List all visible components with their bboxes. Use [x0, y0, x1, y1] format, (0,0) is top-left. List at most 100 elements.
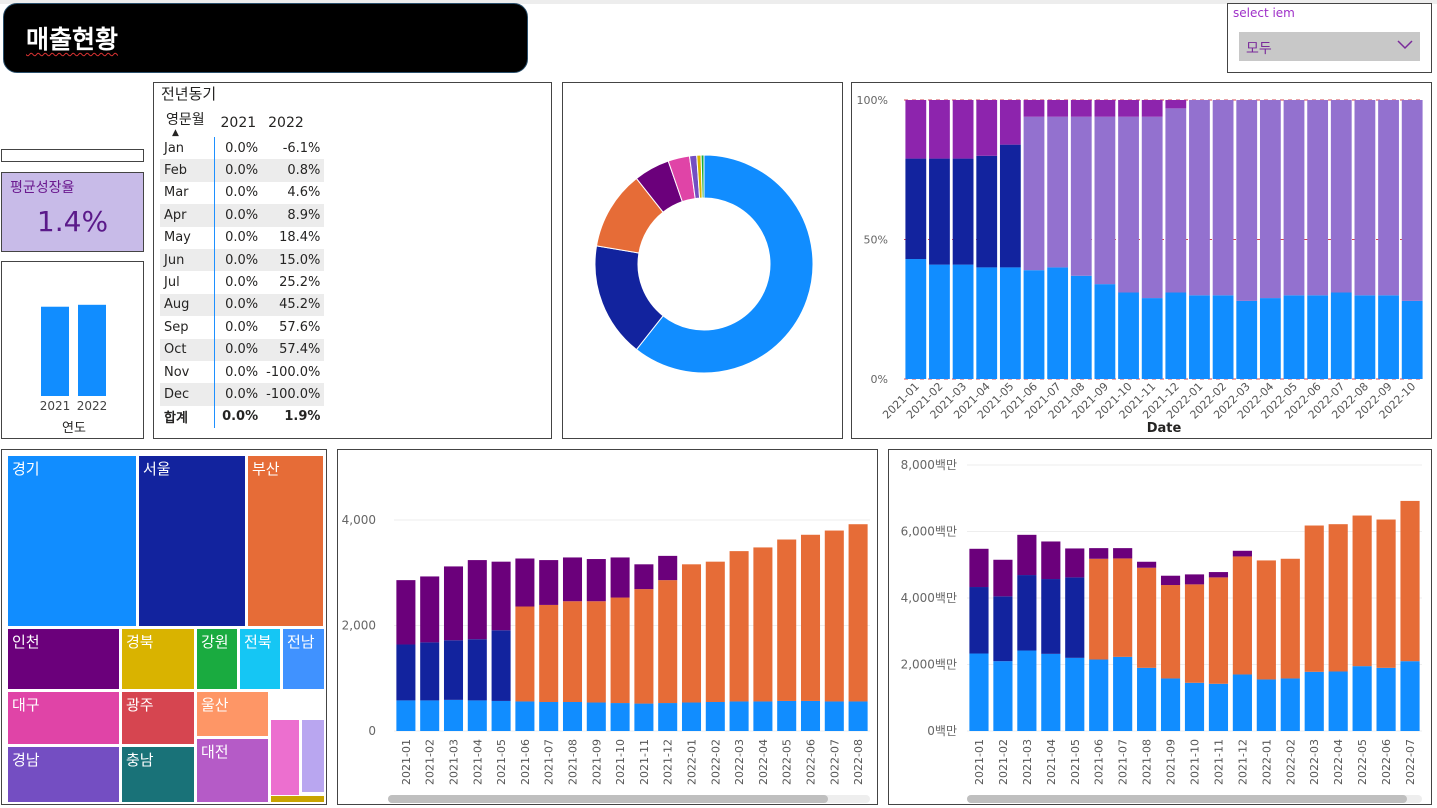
- treemap-cell[interactable]: 경북: [121, 628, 195, 690]
- stacked-bar-segment[interactable]: [1089, 659, 1109, 731]
- stacked-bar-segment[interactable]: [634, 589, 654, 704]
- treemap-cell[interactable]: [270, 719, 300, 803]
- percent-bar-segment[interactable]: [1212, 100, 1234, 296]
- percent-bar-segment[interactable]: [1023, 100, 1045, 117]
- percent-bar-segment[interactable]: [1094, 100, 1116, 117]
- percent-bar-segment[interactable]: [1141, 116, 1163, 299]
- treemap-cell[interactable]: 강원: [196, 628, 238, 690]
- stacked-bar-segment[interactable]: [1256, 679, 1276, 731]
- stacked-bar-segment[interactable]: [969, 587, 989, 654]
- table-row[interactable]: Apr 0.0% 8.9%: [160, 204, 325, 227]
- stacked-bar-segment[interactable]: [800, 700, 821, 731]
- stacked-bar-segment[interactable]: [729, 551, 749, 702]
- stacked-bar-segment[interactable]: [491, 700, 511, 731]
- stacked-bar-segment[interactable]: [586, 601, 606, 703]
- stacked-bar-segment[interactable]: [1352, 666, 1372, 731]
- horizontal-scrollbar-thumb-2[interactable]: [967, 795, 1407, 803]
- percent-bar-segment[interactable]: [1023, 270, 1045, 379]
- stacked-bar-segment[interactable]: [491, 630, 511, 701]
- stacked-bar-segment[interactable]: [1352, 515, 1372, 667]
- percent-bar-segment[interactable]: [1165, 100, 1187, 109]
- stacked-bar-segment[interactable]: [562, 557, 583, 602]
- stacked-bar-segment[interactable]: [610, 597, 630, 704]
- stacked-bar-segment[interactable]: [1113, 548, 1133, 559]
- stacked-bar-segment[interactable]: [562, 601, 583, 702]
- stacked-bar-segment[interactable]: [1376, 667, 1396, 731]
- year-bar[interactable]: [78, 304, 106, 396]
- stacked-bar-segment[interactable]: [1041, 579, 1061, 654]
- percent-bar-segment[interactable]: [1401, 300, 1423, 379]
- stacked-bar-segment[interactable]: [634, 703, 654, 731]
- stacked-bar-segment[interactable]: [515, 606, 535, 702]
- stacked-bar-segment[interactable]: [1160, 575, 1181, 586]
- stacked-bar-segment[interactable]: [420, 642, 440, 701]
- percent-bar-segment[interactable]: [1141, 298, 1163, 379]
- stacked-bar-segment[interactable]: [969, 653, 989, 731]
- percent-bar-segment[interactable]: [952, 264, 974, 379]
- percent-bar-segment[interactable]: [976, 155, 998, 268]
- stacked-bar-segment[interactable]: [443, 640, 464, 700]
- table-row[interactable]: Jul 0.0% 25.2%: [160, 271, 324, 294]
- percent-bar-segment[interactable]: [952, 100, 974, 159]
- stacked-bar-segment[interactable]: [848, 524, 868, 702]
- stacked-bar-segment[interactable]: [1160, 585, 1181, 679]
- percent-bar-segment[interactable]: [999, 267, 1021, 379]
- percent-bar-segment[interactable]: [1378, 295, 1399, 379]
- stacked-bar-segment[interactable]: [681, 702, 702, 731]
- horizontal-scrollbar-thumb[interactable]: [388, 795, 828, 803]
- stacked-bar-segment[interactable]: [1184, 682, 1205, 731]
- stacked-bar-segment[interactable]: [396, 580, 416, 645]
- treemap-cell[interactable]: 서울: [138, 455, 246, 627]
- stacked-bar-segment[interactable]: [1160, 678, 1181, 731]
- stacked-bar-segment[interactable]: [1280, 558, 1300, 679]
- stacked-bar-segment[interactable]: [1280, 678, 1300, 731]
- stacked-bar-segment[interactable]: [658, 555, 678, 581]
- percent-bar-segment[interactable]: [1307, 295, 1329, 379]
- stacked-bar-segment[interactable]: [824, 701, 844, 731]
- percent-bar-segment[interactable]: [999, 100, 1021, 145]
- stacked-bar-segment[interactable]: [634, 564, 654, 590]
- stacked-bar-segment[interactable]: [443, 566, 464, 641]
- percent-bar-segment[interactable]: [1094, 116, 1116, 285]
- percent-bar-segment[interactable]: [1118, 116, 1139, 293]
- percent-bar-segment[interactable]: [929, 100, 950, 159]
- percent-bar-segment[interactable]: [1330, 292, 1352, 379]
- percent-bar-segment[interactable]: [1283, 100, 1305, 296]
- stacked-bar-segment[interactable]: [1208, 683, 1229, 731]
- stacked-bar-segment[interactable]: [848, 701, 868, 731]
- treemap-cell[interactable]: 전북: [239, 628, 281, 690]
- treemap-cell[interactable]: [270, 795, 325, 803]
- percent-bar-segment[interactable]: [1118, 100, 1139, 117]
- table-row[interactable]: Jun 0.0% 15.0%: [160, 248, 325, 272]
- stacked-bar-segment[interactable]: [420, 700, 440, 731]
- percent-bar-segment[interactable]: [999, 144, 1021, 268]
- stacked-bar-segment[interactable]: [610, 557, 630, 598]
- percent-bar-segment[interactable]: [1189, 295, 1210, 379]
- percent-bar-segment[interactable]: [905, 259, 927, 379]
- treemap-cell[interactable]: 인천: [7, 628, 120, 690]
- percent-bar-segment[interactable]: [1070, 275, 1092, 379]
- stacked-bar-segment[interactable]: [1304, 525, 1324, 672]
- percent-bar-segment[interactable]: [976, 100, 998, 156]
- percent-bar-segment[interactable]: [905, 100, 927, 159]
- table-row[interactable]: Nov 0.0% -100.0%: [160, 360, 324, 384]
- col-header-2022[interactable]: 2022: [268, 115, 304, 131]
- stacked-bar-segment[interactable]: [610, 703, 630, 731]
- stacked-bar-segment[interactable]: [467, 560, 487, 640]
- stacked-bar-segment[interactable]: [1208, 577, 1229, 684]
- stacked-bar-segment[interactable]: [1089, 548, 1109, 559]
- percent-bar-segment[interactable]: [929, 158, 950, 265]
- stacked-bar-segment[interactable]: [491, 561, 511, 631]
- percent-bar-segment[interactable]: [1070, 116, 1092, 276]
- stacked-bar-segment[interactable]: [539, 560, 559, 605]
- percent-bar-segment[interactable]: [1259, 298, 1281, 379]
- percent-bar-segment[interactable]: [1307, 100, 1329, 296]
- percent-bar-segment[interactable]: [905, 158, 927, 260]
- stacked-bar-segment[interactable]: [467, 700, 487, 731]
- stacked-bar-segment[interactable]: [824, 530, 844, 702]
- percent-bar-segment[interactable]: [1094, 284, 1116, 379]
- donut-slice[interactable]: [635, 154, 814, 374]
- stacked-bar-segment[interactable]: [1137, 561, 1157, 568]
- percent-bar-segment[interactable]: [929, 264, 950, 379]
- percent-bar-segment[interactable]: [1259, 100, 1281, 299]
